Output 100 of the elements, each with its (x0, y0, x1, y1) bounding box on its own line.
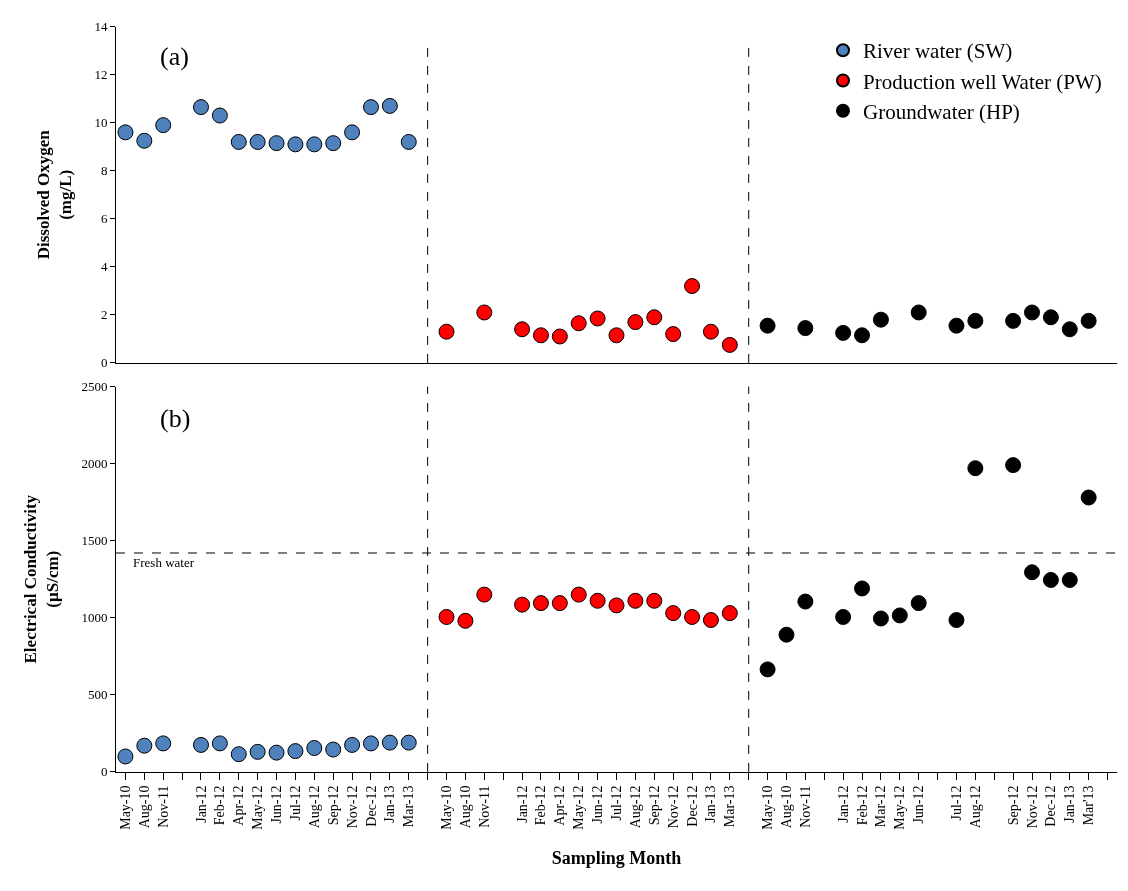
point (570, 315, 587, 332)
x-tick-label: Mar-12 (873, 785, 889, 828)
point (287, 743, 304, 760)
y-tick-label: 0 (100, 764, 108, 780)
x-tick-label: Mar-13 (401, 785, 417, 828)
x-tick-label: Mar'13 (1081, 785, 1097, 826)
x-tick-label: Apr-12 (552, 785, 568, 826)
point (1024, 564, 1041, 581)
point (211, 735, 228, 752)
x-tick-label: May-12 (250, 785, 266, 830)
point (1061, 571, 1078, 588)
y-tick-label: 2500 (81, 379, 108, 395)
point (400, 133, 417, 150)
point (1080, 312, 1097, 329)
point (211, 107, 228, 124)
x-tick-label: Jan-13 (703, 785, 719, 823)
point (381, 97, 398, 114)
x-tick-label: Jul-12 (609, 785, 625, 821)
y-tick-label: 2000 (81, 456, 108, 472)
y-tick-label: 1000 (81, 610, 108, 626)
point (1042, 309, 1059, 326)
point (646, 309, 663, 326)
point (268, 135, 285, 152)
point (1080, 489, 1097, 506)
point (967, 460, 984, 477)
x-tick-label: Aug-10 (457, 785, 473, 829)
point (325, 135, 342, 152)
point (514, 321, 531, 338)
x-tick-label: Mar-13 (722, 785, 738, 828)
point (476, 304, 493, 321)
x-tick-label: May-10 (117, 785, 133, 830)
point (702, 323, 719, 340)
x-tick-label: Nov-11 (797, 785, 813, 828)
x-tick-label: Dec-12 (363, 785, 379, 827)
x-tick-label: Aug-12 (306, 785, 322, 829)
legend-label: River water (SW) (862, 39, 1013, 64)
point (136, 737, 153, 754)
x-tick-label: Jul-12 (287, 785, 303, 821)
point (1042, 571, 1059, 588)
point (551, 328, 568, 345)
x-tick-label: Nov-12 (344, 785, 360, 829)
point (759, 317, 776, 334)
point (570, 586, 587, 603)
y-tick-label: 2 (100, 307, 108, 323)
point (193, 736, 209, 753)
point (684, 608, 701, 625)
point (910, 595, 927, 612)
point (665, 605, 682, 622)
point (344, 124, 361, 141)
x-tick-label: Jan-13 (382, 785, 398, 823)
point (721, 336, 738, 353)
point (948, 612, 965, 629)
point (155, 735, 172, 752)
point (362, 99, 379, 116)
x-tick-label: Dec-12 (1043, 785, 1059, 827)
point (778, 626, 795, 643)
annotation: (b) (160, 404, 191, 433)
point (665, 326, 682, 343)
point (589, 310, 606, 327)
point (230, 133, 247, 150)
point (117, 124, 134, 141)
x-axis-title: Sampling Month (551, 847, 682, 868)
x-tick-label: Sep-12 (1005, 785, 1021, 826)
legend-label: Production well Water (PW) (862, 69, 1102, 94)
y-tick-label: 12 (94, 67, 108, 83)
point (627, 314, 644, 331)
point (344, 736, 361, 753)
legend-label: Groundwater (HP) (862, 99, 1020, 124)
x-tick-label: Jun-12 (911, 785, 927, 824)
x-tick-label: Feb-12 (212, 785, 228, 826)
point (438, 323, 455, 340)
point (967, 312, 984, 329)
point (872, 610, 889, 627)
y-tick-label: 1500 (81, 533, 108, 549)
point (381, 734, 398, 751)
point (646, 592, 663, 609)
point (948, 317, 965, 334)
x-tick-label: Jun-12 (269, 785, 285, 824)
x-tick-label: Aug-10 (136, 785, 152, 829)
annotation: (a) (160, 42, 189, 71)
x-tick-label: Dec-12 (684, 785, 700, 827)
x-tick-label: Jul-12 (949, 785, 965, 821)
y-tick-label: 4 (100, 259, 108, 275)
point (457, 612, 474, 629)
point (438, 608, 455, 625)
point (684, 278, 701, 295)
x-tick-label: Nov-12 (665, 785, 681, 829)
y-tick-label: 10 (94, 115, 108, 131)
x-tick-label: May-12 (892, 785, 908, 830)
point (306, 136, 323, 153)
point (476, 586, 493, 603)
x-tick-label: May-10 (439, 785, 455, 830)
x-tick-label: Sep-12 (325, 785, 341, 826)
y-tick-label: 500 (87, 687, 108, 703)
point (268, 744, 285, 761)
point (325, 741, 342, 758)
point (306, 740, 323, 756)
x-tick-label: May-12 (571, 785, 587, 830)
x-tick-label: May-10 (760, 785, 776, 830)
y-tick-label: 14 (94, 19, 108, 35)
